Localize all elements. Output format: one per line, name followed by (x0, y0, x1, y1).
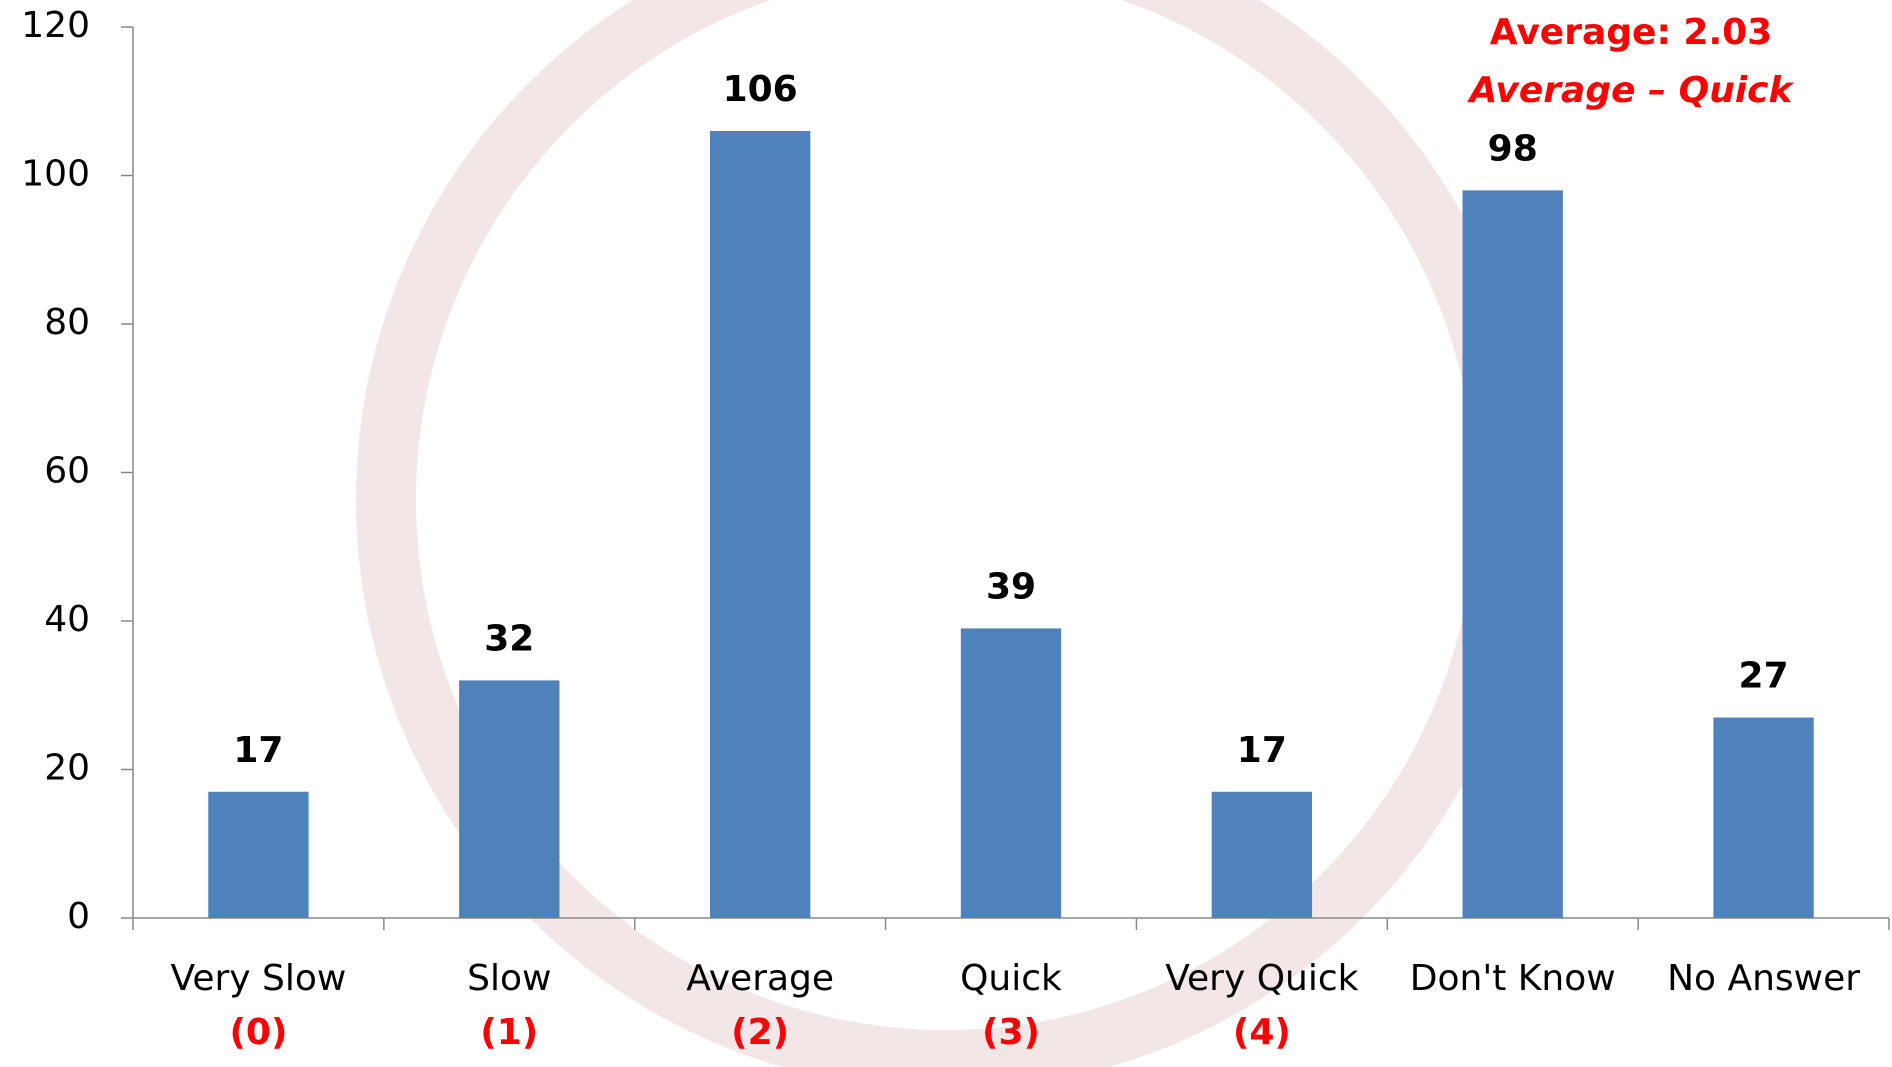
value-label: 98 (1488, 128, 1538, 169)
x-tick-score: (1) (480, 1012, 538, 1053)
y-tick-label: 100 (21, 154, 90, 195)
value-label: 32 (484, 618, 534, 659)
average-annotation-label: Average – Quick (1467, 70, 1795, 111)
y-tick-label: 120 (21, 5, 90, 46)
bar (208, 792, 308, 918)
value-label: 106 (723, 69, 798, 110)
y-tick-label: 0 (67, 896, 90, 937)
x-tick-label: Slow (467, 958, 551, 999)
x-tick-score: (4) (1233, 1012, 1291, 1053)
bar (1713, 718, 1813, 918)
x-tick-label: Quick (960, 958, 1062, 999)
x-tick-score: (2) (731, 1012, 789, 1053)
y-tick-label: 40 (44, 599, 90, 640)
value-label: 27 (1739, 656, 1789, 697)
x-tick-label: Very Quick (1165, 958, 1358, 999)
x-tick-label: Average (686, 958, 834, 999)
bar (961, 628, 1061, 918)
y-tick-label: 60 (44, 451, 90, 492)
x-tick-label: Very Slow (170, 958, 346, 999)
chart: Average: 2.03 Average – Quick 0 20 40 60 80 1… (0, 0, 1892, 1067)
x-tick-score: (0) (229, 1012, 287, 1053)
value-label: 17 (1237, 730, 1287, 771)
bar (1463, 190, 1563, 918)
x-tick-score: (3) (982, 1012, 1040, 1053)
bar (459, 680, 559, 918)
value-label: 39 (986, 566, 1036, 607)
value-label: 17 (233, 730, 283, 771)
y-tick-label: 20 (44, 748, 90, 789)
bar (1212, 792, 1312, 918)
x-tick-label: Don't Know (1410, 958, 1616, 999)
bar (710, 131, 810, 918)
average-annotation: Average: 2.03 (1490, 12, 1772, 53)
x-tick-label: No Answer (1667, 958, 1860, 999)
y-tick-label: 80 (44, 302, 90, 343)
